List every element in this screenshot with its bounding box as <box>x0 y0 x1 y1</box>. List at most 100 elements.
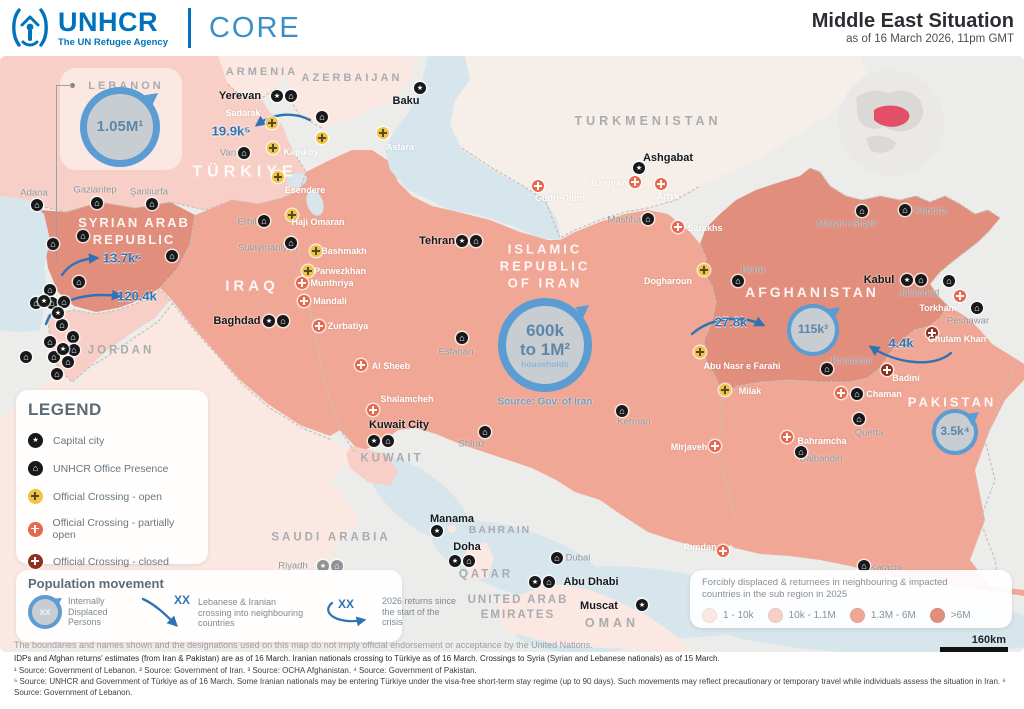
country-shape-iraq <box>160 190 340 436</box>
legend-item-label: UNHCR Office Presence <box>53 462 169 475</box>
crossing-label: Badini <box>892 373 920 383</box>
crossing-partial-icon <box>954 290 966 302</box>
unhcr-office-icon: ⌂ <box>73 276 85 288</box>
pm-item-idp: xx Internally Displaced Persons <box>28 594 130 629</box>
unhcr-office-icon: ⌂ <box>853 413 865 425</box>
pm-item-returns: XX 2026 returns since the start of the c… <box>320 595 460 629</box>
choropleth-stop-icon <box>702 607 717 623</box>
city-label: Kandahar <box>831 355 873 367</box>
legend-title: LEGEND <box>28 400 102 419</box>
legend-item: Official Crossing - open <box>28 489 196 504</box>
idp-returnee-marker: 1.05M¹ <box>80 87 163 167</box>
footnote-line: IDPs and Afghan returns' estimates (from… <box>14 654 720 663</box>
crossing-partial-icon <box>629 176 641 188</box>
city-label: Abu Dhabi <box>563 576 619 588</box>
city-label: Ashgabat <box>642 152 694 164</box>
brand-tagline: The UN Refugee Agency <box>58 36 168 48</box>
country-shape-azerbaijan <box>283 56 415 128</box>
capital-city-icon: ★ <box>431 525 443 537</box>
crossing-label: Astara <box>385 142 415 152</box>
crossing-partial-icon <box>355 359 367 371</box>
choropleth-stop-label: >6M <box>950 609 971 621</box>
country-label: QATAR <box>458 568 514 581</box>
capital-city-icon: ★ <box>456 235 468 247</box>
population-flow-arrows <box>44 113 953 364</box>
unhcr-office-icon: ⌂ <box>943 275 955 287</box>
pm-item-label: Internally Displaced Persons <box>68 596 108 628</box>
city-label: Jalalabad <box>898 287 940 299</box>
unhcr-office-icon: ⌂ <box>971 302 983 314</box>
country-shape-armenia <box>218 56 288 98</box>
crossing-label: Rimdan <box>683 542 717 552</box>
unhcr-legend-icon: ⌂ <box>28 461 43 476</box>
city-label: Sulaymaniyah <box>238 242 298 254</box>
crossing-partial-icon <box>367 404 379 416</box>
capital-city-icon: ★ <box>636 599 648 611</box>
crossing-partial-icon <box>781 431 793 443</box>
city-label: Mashhad <box>607 214 647 226</box>
flow-value-label: 13.7k⁶ <box>102 250 142 266</box>
unhcr-office-icon: ⌂ <box>47 238 59 250</box>
unhcr-office-icon: ⌂ <box>91 197 103 209</box>
capital-city-icon: ★ <box>57 343 69 355</box>
crossing-label: Zurbatiya <box>327 321 369 331</box>
unhcr-office-icon: ⌂ <box>732 275 744 287</box>
crossing-open-icon <box>694 346 706 358</box>
callout-leader-vline <box>56 85 57 263</box>
unhcr-office-icon: ⌂ <box>331 560 343 572</box>
highlighted-region <box>874 105 910 127</box>
unhcr-office-icon: ⌂ <box>795 446 807 458</box>
choropleth-legend-panel: Forcibly displaced & returnees in neighb… <box>690 570 1012 628</box>
unhcr-office-icon: ⌂ <box>915 274 927 286</box>
city-label: Baghdad <box>213 315 261 327</box>
crossing-label: Torkham <box>919 303 957 313</box>
country-shape-india <box>970 380 1024 590</box>
callout-leader-hline <box>56 85 72 86</box>
legend-item-label: Official Crossing - partially open <box>52 517 175 541</box>
unhcr-office-icon: ⌂ <box>68 344 80 356</box>
city-label: Van <box>219 147 237 159</box>
unhcr-office-icon: ⌂ <box>316 111 328 123</box>
crossing-label: Mirjaveh <box>670 442 708 452</box>
legend-panel: LEGEND ★ Capital city ⌂ UNHCR Office Presen… <box>16 390 208 569</box>
header: UNHCR The UN Refugee Agency CORE Middle … <box>0 0 1024 56</box>
city-label: Herat <box>741 264 765 276</box>
city-label: Adana <box>20 187 48 199</box>
crossing-partial-icon <box>835 387 847 399</box>
capital-city-icon: ★ <box>449 555 461 567</box>
crossing-open-icon <box>272 171 284 183</box>
city-label: Quetta <box>854 427 884 439</box>
crossing-label: Bahramcha <box>797 436 847 446</box>
unhcr-office-icon: ⌂ <box>470 235 482 247</box>
unhcr-office-icon: ⌂ <box>479 426 491 438</box>
city-label: Kuwait City <box>369 419 429 431</box>
unhcr-office-icon: ⌂ <box>20 351 32 363</box>
country-label: KUWAIT <box>360 452 424 465</box>
crossing-closed-icon <box>926 327 938 339</box>
crossing-label: Esendere <box>284 185 326 195</box>
population-movement-title: Population movement <box>28 576 164 591</box>
legend-item: ★ Capital city <box>28 433 196 448</box>
capital-city-icon: ★ <box>529 576 541 588</box>
choropleth-stop-label: 10k - 1.1M <box>788 609 836 621</box>
idp-source-label: Source: Gov. of Iran <box>497 396 593 408</box>
country-shape-qatar <box>464 542 494 580</box>
choropleth-title: Forcibly displaced & returnees in neighb… <box>702 577 948 601</box>
capital-city-icon: ★ <box>633 162 645 174</box>
unhcr-office-icon: ⌂ <box>277 315 289 327</box>
capital-city-icon: ★ <box>368 435 380 447</box>
pm-item-label: 2026 returns since the start of the cris… <box>382 596 457 628</box>
population-movement-panel: Population movement xx Internally Displa… <box>16 570 456 642</box>
city-label: Manama <box>429 513 475 525</box>
scale-bar <box>940 647 1008 652</box>
crossing-label: Artyk <box>656 191 680 201</box>
unhcr-office-icon: ⌂ <box>51 368 63 380</box>
footnote-line: ⁵ Source: UNHCR and Government of Türkiy… <box>14 677 1006 697</box>
crossing-open-icon <box>316 132 328 144</box>
unhcr-office-icon: ⌂ <box>543 576 555 588</box>
unhcr-office-icon: ⌂ <box>58 296 70 308</box>
pm-item-label: Lebanese & Iranian crossing into neighbo… <box>198 597 304 629</box>
city-label: Dubai <box>565 552 591 564</box>
pm-item-crossing: XX Lebanese & Iranian crossing into neig… <box>140 593 310 631</box>
footnote-line: ¹ Source: Government of Lebanon. ² Sourc… <box>14 665 477 675</box>
